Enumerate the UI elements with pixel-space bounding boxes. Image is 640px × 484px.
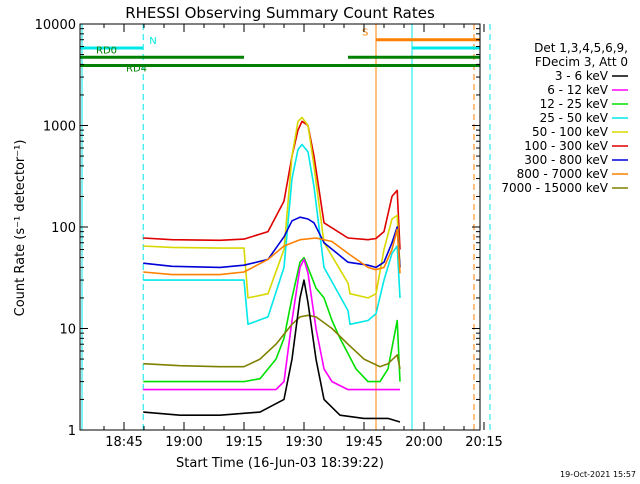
y-axis-label: Count Rate (s⁻¹ detector⁻¹)	[13, 140, 28, 317]
legend-entry-label: 7000 - 15000 keV	[501, 181, 608, 195]
x-tick-label: 19:45	[345, 435, 382, 450]
legend-entry-label: 50 - 100 keV	[532, 125, 609, 139]
series-line-9	[143, 279, 401, 423]
status-bar-label: RD4	[126, 64, 147, 75]
series-line-7	[143, 258, 400, 391]
series-line-1	[143, 120, 401, 250]
y-tick-label: 1	[68, 424, 76, 439]
legend-entry-label: 800 - 7000 keV	[517, 167, 609, 181]
status-bar-label: N	[149, 36, 156, 47]
legend: Det 1,3,4,5,6,9,FDecim 3, Att 03 - 6 keV…	[501, 41, 628, 195]
x-tick-label: 19:15	[225, 435, 262, 450]
chart-title: RHESSI Observing Summary Count Rates	[125, 4, 435, 22]
series-line-4	[143, 216, 401, 269]
y-tick-label: 10000	[35, 18, 76, 33]
y-tick-label: 1000	[43, 120, 76, 135]
legend-entry-label: 6 - 12 keV	[547, 83, 609, 97]
x-tick-label: 18:45	[105, 435, 142, 450]
series-line-6	[143, 256, 401, 383]
series-line-8	[143, 314, 401, 370]
status-bar-label: S	[362, 28, 368, 39]
series-line-5	[143, 228, 401, 276]
annotations: N S RD0 RD4	[80, 24, 491, 430]
x-tick-label: 20:00	[405, 435, 442, 450]
x-tick-label: 19:00	[165, 435, 202, 450]
legend-entry-label: 100 - 300 keV	[524, 139, 608, 153]
axes: 1 10 100 1000 10000 18:45 19:00 19:15 19:30 19:45…	[35, 18, 503, 450]
legend-header: FDecim 3, Att 0	[535, 55, 628, 69]
legend-header: Det 1,3,4,5,6,9,	[534, 41, 628, 55]
y-tick-label: 100	[51, 221, 76, 236]
legend-entry-label: 12 - 25 keV	[540, 97, 609, 111]
y-tick-label: 10	[59, 323, 76, 338]
x-tick-label: 20:15	[465, 435, 502, 450]
series-line-3	[143, 143, 401, 326]
plot-frame	[79, 23, 481, 431]
legend-entry-label: 25 - 50 keV	[540, 111, 609, 125]
legend-entry-label: 3 - 6 keV	[555, 69, 609, 83]
footer-timestamp: 19-Oct-2021 15:57	[560, 470, 636, 479]
x-tick-label: 19:30	[285, 435, 322, 450]
x-axis-label: Start Time (16-Jun-03 18:39:22)	[176, 456, 384, 471]
legend-entry-label: 300 - 800 keV	[524, 153, 608, 167]
status-bar-label: RD0	[96, 45, 117, 56]
series-group	[143, 116, 401, 423]
series-line-2	[143, 116, 401, 299]
